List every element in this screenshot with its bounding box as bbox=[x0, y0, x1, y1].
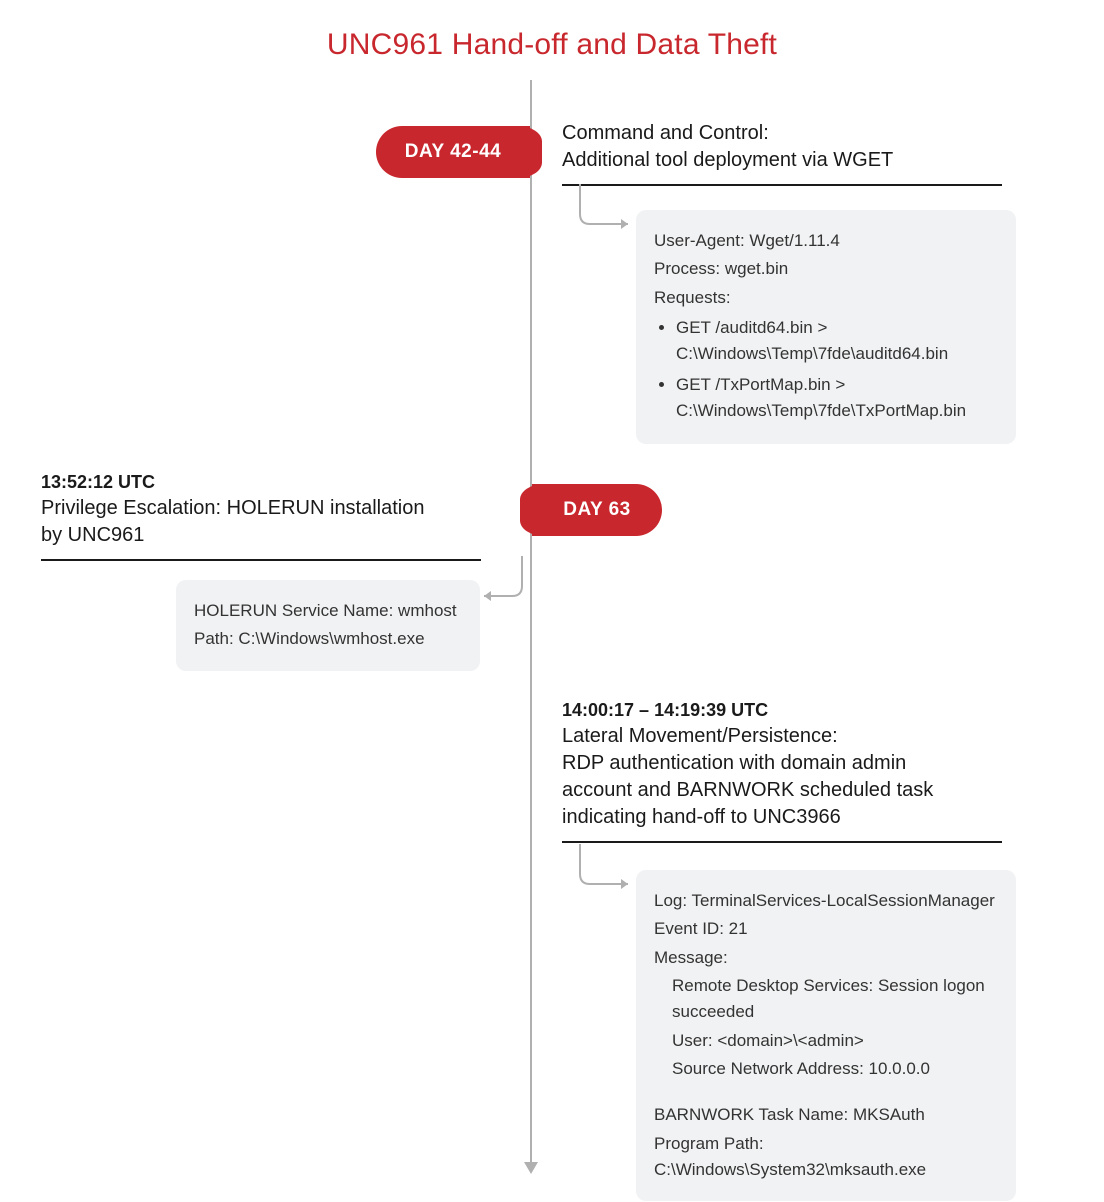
headline-line: Privilege Escalation: HOLERUN installati… bbox=[41, 497, 425, 519]
headline-line: Additional tool deployment via WGET bbox=[562, 149, 893, 171]
headline-line: RDP authentication with domain admin bbox=[562, 752, 906, 774]
timeline-arrowhead bbox=[524, 1162, 538, 1174]
detail-line: Remote Desktop Services: Session logon s… bbox=[654, 973, 998, 1026]
headline-line: Command and Control: bbox=[562, 122, 769, 144]
detail-line: Log: TerminalServices-LocalSessionManage… bbox=[654, 888, 998, 914]
detail-line: Message: bbox=[654, 945, 998, 971]
day-badge-label: DAY 63 bbox=[563, 499, 630, 521]
detail-line: User-Agent: Wget/1.11.4 bbox=[654, 228, 998, 254]
detail-line: User: <domain>\<admin> bbox=[654, 1028, 998, 1054]
day-badge-42-44: DAY 42-44 bbox=[376, 126, 530, 178]
detail-line: Path: C:\Windows\wmhost.exe bbox=[194, 626, 462, 652]
day-badge-label: DAY 42-44 bbox=[405, 141, 501, 163]
connector-arrow-icon bbox=[572, 184, 642, 234]
detail-line: BARNWORK Task Name: MKSAuth bbox=[654, 1102, 998, 1128]
detail-line: HOLERUN Service Name: wmhost bbox=[194, 598, 462, 624]
headline-line: by UNC961 bbox=[41, 524, 144, 546]
event-privilege-escalation: 13:52:12 UTC Privilege Escalation: HOLER… bbox=[41, 472, 481, 561]
detail-line: Program Path: C:\Windows\System32\mksaut… bbox=[654, 1131, 998, 1184]
timeline-spine bbox=[530, 80, 532, 1164]
headline-line: account and BARNWORK scheduled task bbox=[562, 779, 933, 801]
page-title: UNC961 Hand-off and Data Theft bbox=[0, 0, 1104, 80]
event-timestamp: 14:00:17 – 14:19:39 UTC bbox=[562, 700, 1002, 721]
detail-list-item: GET /auditd64.bin > C:\Windows\Temp\7fde… bbox=[676, 315, 998, 368]
timeline: DAY 42-44 Command and Control: Additiona… bbox=[0, 80, 1104, 1200]
detail-line: Process: wget.bin bbox=[654, 256, 998, 282]
detail-box-rdp: Log: TerminalServices-LocalSessionManage… bbox=[636, 870, 1016, 1201]
event-headline: Privilege Escalation: HOLERUN installati… bbox=[41, 495, 481, 561]
event-command-control: Command and Control: Additional tool dep… bbox=[562, 120, 1002, 186]
event-timestamp: 13:52:12 UTC bbox=[41, 472, 481, 493]
detail-list-item: GET /TxPortMap.bin > C:\Windows\Temp\7fd… bbox=[676, 372, 998, 425]
headline-line: indicating hand-off to UNC3966 bbox=[562, 806, 841, 828]
detail-box-holerun: HOLERUN Service Name: wmhost Path: C:\Wi… bbox=[176, 580, 480, 671]
detail-line: Source Network Address: 10.0.0.0 bbox=[654, 1056, 998, 1082]
detail-text: Program Path: C:\Windows\System32\mksaut… bbox=[654, 1134, 926, 1179]
event-headline: Command and Control: Additional tool dep… bbox=[562, 120, 1002, 186]
detail-line: Event ID: 21 bbox=[654, 916, 998, 942]
connector-arrow-icon bbox=[572, 844, 642, 894]
detail-line: Requests: bbox=[654, 285, 998, 311]
event-lateral-movement: 14:00:17 – 14:19:39 UTC Lateral Movement… bbox=[562, 700, 1002, 843]
event-headline: Lateral Movement/Persistence: RDP authen… bbox=[562, 723, 1002, 843]
connector-arrow-icon bbox=[476, 556, 532, 606]
headline-line: Lateral Movement/Persistence: bbox=[562, 725, 838, 747]
day-badge-63: DAY 63 bbox=[532, 484, 662, 536]
detail-list: GET /auditd64.bin > C:\Windows\Temp\7fde… bbox=[654, 315, 998, 424]
detail-box-wget: User-Agent: Wget/1.11.4 Process: wget.bi… bbox=[636, 210, 1016, 444]
